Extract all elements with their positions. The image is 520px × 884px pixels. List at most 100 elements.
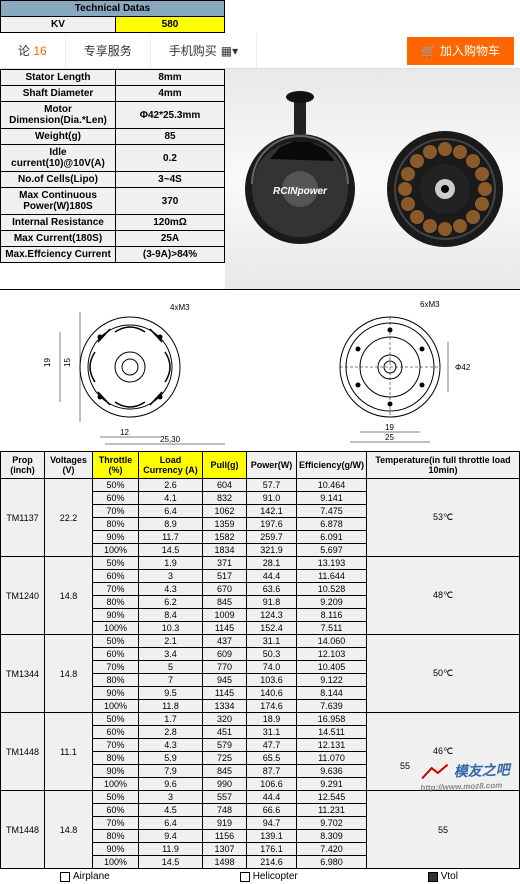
cell: 90% [93, 531, 139, 544]
cell: 60% [93, 648, 139, 661]
col-eff: Efficiency(g/W) [297, 452, 367, 479]
col-temp: Temperature(in full throttle load 10min) [367, 452, 520, 479]
cell: 7.9 [139, 765, 203, 778]
cell: 9.6 [139, 778, 203, 791]
table-row: TM144811.150%1.732018.916.95846℃ [1, 713, 520, 726]
cell: 6.980 [297, 856, 367, 869]
nav-comments[interactable]: 论 16 [0, 33, 66, 68]
cell: 50.3 [247, 648, 297, 661]
cell: 2.6 [139, 479, 203, 492]
cell: 11.644 [297, 570, 367, 583]
cell-temp: 53℃ [367, 479, 520, 557]
cell: 50% [93, 713, 139, 726]
cell: 259.7 [247, 531, 297, 544]
comments-label: 论 [18, 42, 30, 59]
cell: 100% [93, 700, 139, 713]
cell: 63.6 [247, 583, 297, 596]
cell: 87.7 [247, 765, 297, 778]
cell: 80% [93, 752, 139, 765]
svg-text:12: 12 [120, 428, 129, 437]
cell: 57.7 [247, 479, 297, 492]
cell: 11.8 [139, 700, 203, 713]
spec-val: Φ42*25.3mm [116, 102, 225, 129]
cell: 70% [93, 739, 139, 752]
cell: 1359 [203, 518, 247, 531]
cell: 176.1 [247, 843, 297, 856]
cell: 142.1 [247, 505, 297, 518]
diagram-top-view: 4xM3 15 19 12 25,30 [0, 290, 260, 449]
cell: 5.697 [297, 544, 367, 557]
cell-volt: 14.8 [45, 557, 93, 635]
spec-label: Max Current(180S) [1, 231, 116, 247]
cell: 174.6 [247, 700, 297, 713]
add-cart-button[interactable]: 🛒 加入购物车 [407, 37, 514, 65]
nav-exclusive[interactable]: 专享服务 [66, 33, 151, 68]
spec-label: Weight(g) [1, 129, 116, 145]
cell-temp: 50℃ [367, 635, 520, 713]
cart-icon: 🛒 [421, 44, 436, 58]
spec-val: 120mΩ [116, 215, 225, 231]
cell: 1498 [203, 856, 247, 869]
spec-val: 3~4S [116, 172, 225, 188]
cell: 11.070 [297, 752, 367, 765]
svg-text:4xM3: 4xM3 [170, 303, 190, 312]
cell: 1145 [203, 687, 247, 700]
opt-heli: Helicopter [240, 871, 298, 882]
cell-temp: 55 [367, 791, 520, 869]
cell: 4.1 [139, 492, 203, 505]
cell: 2.8 [139, 726, 203, 739]
cell: 9.702 [297, 817, 367, 830]
spec-val: 4mm [116, 86, 225, 102]
diagram-section: 4xM3 15 19 12 25,30 6xM3 Φ42 [0, 289, 520, 449]
cell: 7.639 [297, 700, 367, 713]
cell: 8.116 [297, 609, 367, 622]
cell: 74.0 [247, 661, 297, 674]
svg-text:25: 25 [385, 433, 394, 442]
qr-icon: ▦▾ [221, 44, 238, 58]
opt-airplane: Airplane [60, 871, 110, 882]
cell: 60% [93, 726, 139, 739]
cell: 8.9 [139, 518, 203, 531]
cell: 14.511 [297, 726, 367, 739]
svg-text:Φ42: Φ42 [455, 363, 471, 372]
table-row: TM144814.850%355744.412.54555 [1, 791, 520, 804]
cell: 66.6 [247, 804, 297, 817]
cell: 139.1 [247, 830, 297, 843]
cell: 70% [93, 583, 139, 596]
cell: 321.9 [247, 544, 297, 557]
cell: 604 [203, 479, 247, 492]
nav-mobile[interactable]: 手机购买 ▦▾ [151, 33, 257, 68]
cell: 124.3 [247, 609, 297, 622]
spec-header-table: Technical Datas KV580 [0, 0, 225, 33]
cell: 579 [203, 739, 247, 752]
spec-table: Stator Length8mm Shaft Diameter4mm Motor… [0, 69, 225, 263]
cell: 5 [139, 661, 203, 674]
spec-val: 8mm [116, 70, 225, 86]
cell: 70% [93, 505, 139, 518]
cell: 14.5 [139, 544, 203, 557]
cell: 1009 [203, 609, 247, 622]
table-row: TM113722.250%2.660457.710.46453℃ [1, 479, 520, 492]
svg-text:6xM3: 6xM3 [420, 300, 440, 309]
spec-label: Stator Length [1, 70, 116, 86]
cell: 9.209 [297, 596, 367, 609]
top-section: Stator Length8mm Shaft Diameter4mm Motor… [0, 69, 520, 289]
cell: 80% [93, 596, 139, 609]
nav-bar: 论 16 专享服务 手机购买 ▦▾ 🛒 加入购物车 [0, 33, 520, 69]
spec-label: Idle current(10)@10V(A) [1, 145, 116, 172]
cell: 16.958 [297, 713, 367, 726]
kv-value: 580 [116, 17, 225, 33]
comments-count: 16 [33, 44, 46, 58]
svg-text:25,30: 25,30 [160, 435, 181, 444]
cell-prop: TM1448 [1, 713, 45, 791]
cell-volt: 11.1 [45, 713, 93, 791]
spec-label: No.of Cells(Lipo) [1, 172, 116, 188]
cell: 919 [203, 817, 247, 830]
cell: 4.5 [139, 804, 203, 817]
col-volt: Voltages (V) [45, 452, 93, 479]
spec-label: Internal Resistance [1, 215, 116, 231]
svg-text:19: 19 [385, 423, 394, 432]
cell: 845 [203, 765, 247, 778]
cell: 11.7 [139, 531, 203, 544]
cell: 5.9 [139, 752, 203, 765]
